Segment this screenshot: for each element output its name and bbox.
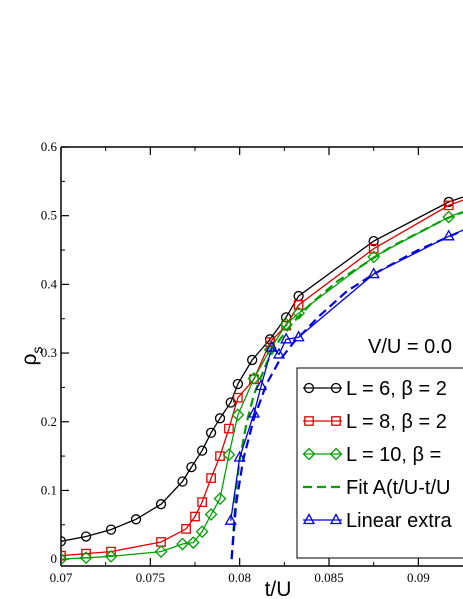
data-point — [443, 200, 454, 211]
data-point — [368, 243, 379, 254]
data-point — [293, 300, 304, 310]
legend-entry: L = 10, β = — [302, 444, 441, 466]
data-point — [79, 551, 93, 565]
tick-labels: 0 0.1 0.2 0.3 0.4 0.5 0.6 0.07 0.075 0.08 0.085 0.0… — [41, 139, 430, 585]
y-tick-label: 0.5 — [41, 208, 57, 223]
data-point — [247, 354, 258, 366]
legend: L = 6, β = 2 L = 8, β = 2 L = 10, β = Fit A… — [296, 367, 463, 559]
series-line — [61, 196, 463, 542]
data-point — [233, 450, 246, 462]
data-point — [224, 423, 234, 434]
legend-marker — [304, 416, 314, 426]
data-point — [80, 531, 92, 542]
legend-label: Fit A(t/U-t/U — [346, 477, 450, 499]
data-point — [368, 235, 379, 247]
data-point — [272, 347, 286, 359]
data-point — [155, 499, 167, 510]
data-point — [130, 514, 142, 525]
data-point — [231, 408, 245, 422]
data-point — [186, 536, 200, 550]
data-point — [205, 427, 217, 438]
data-point — [154, 545, 168, 558]
data-point — [213, 492, 227, 506]
data-point — [204, 508, 218, 521]
y-tick-label: 0.2 — [41, 414, 57, 429]
data-point — [232, 378, 244, 390]
data-point — [190, 511, 200, 522]
legend-entry: Linear extra — [302, 510, 452, 532]
legend-marker — [302, 447, 316, 461]
series-layer — [61, 196, 463, 566]
series-line — [230, 229, 463, 521]
data-point — [265, 340, 278, 352]
legend-box — [296, 367, 463, 559]
data-point — [105, 524, 117, 535]
y-tick-label: 0.4 — [41, 276, 58, 291]
annotation-v-over-u: V/U = 0.0 — [368, 336, 452, 358]
legend-marker — [302, 513, 316, 525]
y-tick-label: 0.3 — [41, 345, 57, 360]
legend-label: L = 6, β = 2 — [346, 378, 447, 400]
series-4 — [224, 229, 463, 525]
y-axis-label-main: ρ — [18, 353, 41, 365]
y-tick-label: 0.1 — [41, 482, 57, 497]
legend-marker — [303, 382, 315, 394]
data-point — [176, 537, 189, 551]
data-point — [181, 524, 191, 534]
legend-label: L = 10, β = — [346, 444, 441, 466]
legend-entry: L = 6, β = 2 — [303, 378, 447, 400]
data-point — [61, 536, 67, 547]
legend-marker — [329, 447, 343, 461]
data-point — [233, 392, 243, 403]
data-point — [195, 525, 209, 539]
x-axis-label: t/U — [265, 578, 292, 599]
series-line — [230, 229, 463, 560]
series-line — [61, 199, 463, 557]
legend-marker — [329, 513, 343, 525]
data-point — [206, 473, 216, 483]
axes — [60, 146, 463, 567]
legend-entry: Fit A(t/U-t/U — [303, 477, 450, 499]
series-5 — [230, 229, 463, 560]
data-point — [197, 497, 207, 507]
data-point — [255, 379, 268, 391]
legend-marker — [331, 416, 341, 426]
legend-entry: L = 8, β = 2 — [303, 411, 447, 433]
data-point — [177, 476, 188, 487]
y-tick-label: 0 — [51, 551, 58, 566]
data-point — [186, 461, 197, 473]
data-point — [222, 448, 236, 462]
legend-label: Linear extra — [346, 510, 452, 532]
x-tick-label: 0.08 — [228, 570, 251, 585]
series-line — [230, 211, 463, 560]
legend-label: L = 8, β = 2 — [346, 411, 447, 433]
data-point — [214, 413, 226, 424]
x-tick-label: 0.07 — [50, 570, 73, 585]
data-point — [247, 372, 261, 385]
data-point — [224, 513, 237, 525]
data-point — [280, 332, 293, 344]
y-axis-label: ρs — [18, 347, 45, 366]
y-axis-label-subscript: s — [29, 347, 45, 354]
data-point — [292, 306, 306, 320]
x-tick-label: 0.09 — [407, 570, 430, 585]
svg-text:ρs: ρs — [18, 347, 45, 366]
data-point — [104, 549, 118, 563]
x-tick-label: 0.075 — [136, 570, 165, 585]
x-tick-label: 0.085 — [314, 570, 343, 585]
series-3 — [230, 211, 463, 560]
data-point — [61, 552, 68, 566]
legend-marker — [330, 382, 342, 394]
data-point — [61, 550, 66, 561]
y-tick-label: 0.6 — [41, 139, 58, 154]
data-point — [196, 445, 208, 456]
